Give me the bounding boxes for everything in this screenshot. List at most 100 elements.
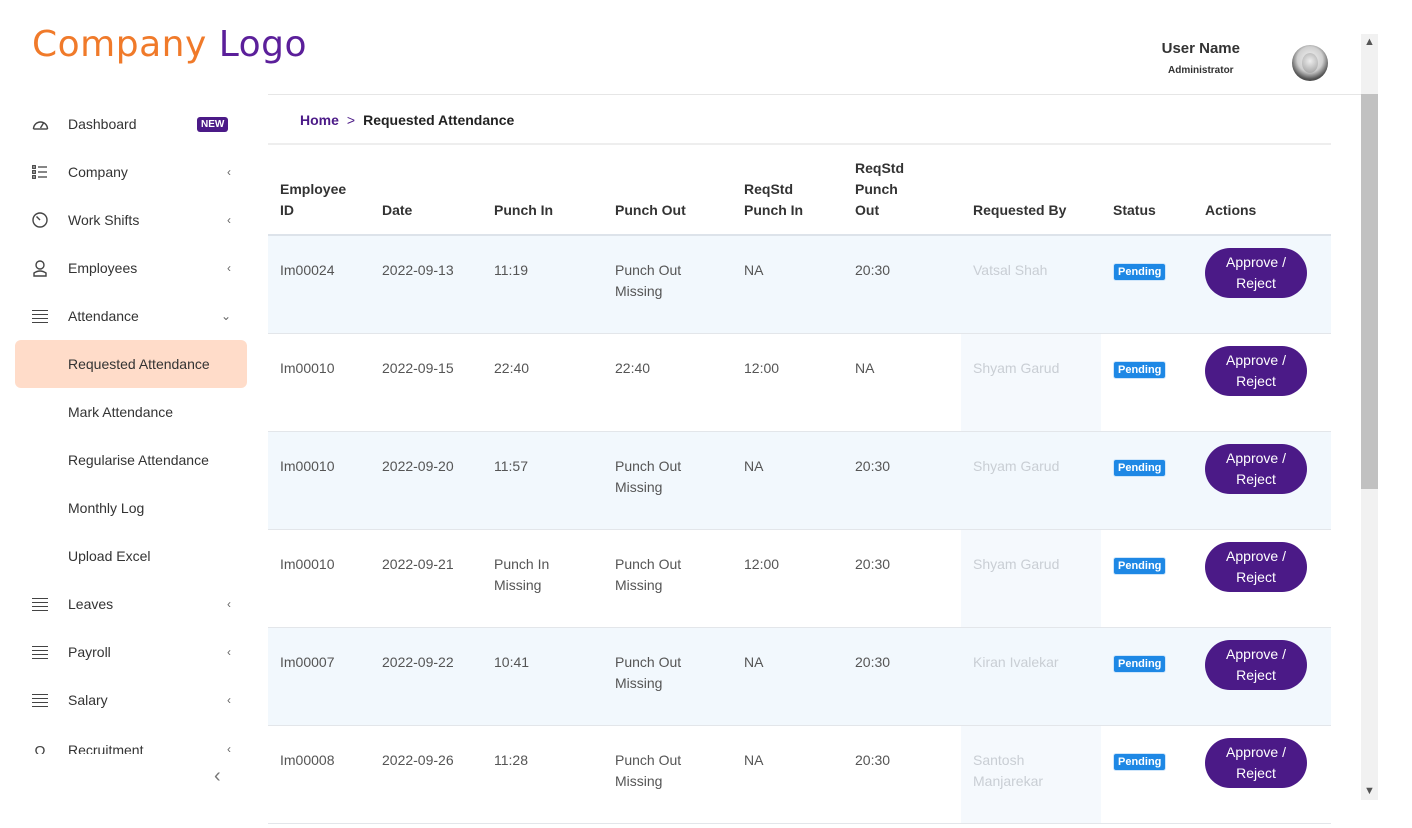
list-icon	[31, 163, 49, 181]
approve-reject-button[interactable]: Approve / Reject	[1205, 248, 1307, 298]
sidebar-item-upload-excel[interactable]: Upload Excel	[15, 532, 247, 580]
page-scrollbar[interactable]: ▲ ▼	[1361, 34, 1378, 800]
cell-actions: Approve / Reject	[1193, 431, 1331, 530]
sidebar-item-dashboard[interactable]: Dashboard NEW	[15, 100, 247, 148]
cell-status: Pending	[1101, 431, 1193, 530]
user-icon	[31, 259, 49, 277]
sidebar-item-mark-attendance[interactable]: Mark Attendance	[15, 388, 247, 436]
column-header-status[interactable]: Status	[1101, 143, 1193, 236]
cell-punch-out: Punch Out Missing	[603, 529, 732, 628]
approve-reject-button[interactable]: Approve / Reject	[1205, 639, 1307, 690]
user-name: User Name	[1161, 40, 1240, 57]
scroll-down-arrow-icon[interactable]: ▼	[1364, 785, 1375, 797]
user-info[interactable]: User Name Administrator	[1162, 40, 1240, 76]
chevron-left-icon: ‹	[227, 693, 231, 707]
cell-employee-id: Im00010	[268, 529, 370, 628]
column-header-reqstd-punch-in[interactable]: ReqStd Punch In	[732, 143, 843, 236]
cell-date: 2022-09-20	[370, 431, 482, 530]
logo-part-logo: Logo	[218, 24, 308, 65]
column-header-date[interactable]: Date	[370, 143, 482, 236]
sidebar-item-monthly-log[interactable]: Monthly Log	[15, 484, 247, 532]
approve-reject-button[interactable]: Approve / Reject	[1205, 541, 1307, 592]
column-header-punch-out[interactable]: Punch Out	[603, 143, 732, 236]
cell-reqstd-punch-in: NA	[732, 627, 843, 726]
cell-actions: Approve / Reject	[1193, 235, 1331, 334]
sidebar-item-label: Regularise Attendance	[68, 452, 209, 468]
cell-employee-id: Im00008	[268, 725, 370, 824]
sidebar-item-recruitment[interactable]: Ω Recruitment ‹	[15, 724, 247, 754]
cell-punch-in: 11:28	[482, 725, 603, 824]
sidebar-item-salary[interactable]: Salary ‹	[15, 676, 247, 724]
cell-requested-by: Shyam Garud	[961, 431, 1101, 530]
chevron-left-icon: ‹	[227, 645, 231, 659]
column-header-actions: Actions	[1193, 143, 1331, 236]
cell-employee-id: Im00010	[268, 333, 370, 432]
cell-status: Pending	[1101, 529, 1193, 628]
cell-actions: Approve / Reject	[1193, 333, 1331, 432]
cell-employee-id: Im00007	[268, 627, 370, 726]
table-row: Im00024 2022-09-13 11:19 Punch Out Missing NA…	[268, 235, 1331, 334]
cell-reqstd-punch-in: NA	[732, 725, 843, 824]
cell-punch-out: Punch Out Missing	[603, 431, 732, 530]
sidebar: Dashboard NEW Company ‹ Work Shifts ‹ Em…	[15, 100, 247, 754]
scrollbar-thumb[interactable]	[1361, 94, 1378, 489]
company-logo[interactable]: Company Logo	[32, 24, 307, 65]
sidebar-item-label: Leaves	[68, 596, 114, 612]
sidebar-item-label: Attendance	[68, 308, 139, 324]
cell-date: 2022-09-21	[370, 529, 482, 628]
column-header-punch-in[interactable]: Punch In	[482, 143, 603, 236]
scroll-up-arrow-icon[interactable]: ▲	[1364, 36, 1375, 48]
column-header-reqstd-punch-out[interactable]: ReqStd Punch Out	[843, 143, 961, 236]
breadcrumb-current: Requested Attendance	[363, 112, 515, 128]
sidebar-item-regularise-attendance[interactable]: Regularise Attendance	[15, 436, 247, 484]
sidebar-item-payroll[interactable]: Payroll ‹	[15, 628, 247, 676]
user-role: Administrator	[1168, 65, 1234, 76]
menu-icon	[31, 691, 49, 709]
approve-reject-button[interactable]: Approve / Reject	[1205, 345, 1307, 396]
chevron-left-icon: ‹	[227, 597, 231, 611]
cell-reqstd-punch-out: 20:30	[843, 529, 961, 628]
cell-reqstd-punch-out: NA	[843, 333, 961, 432]
sidebar-item-label: Company	[68, 164, 128, 180]
breadcrumb-separator: >	[346, 112, 356, 128]
chevron-left-icon: ‹	[227, 213, 231, 227]
logo-part-company: Company	[32, 24, 207, 65]
omega-icon: Ω	[34, 742, 46, 755]
sidebar-item-work-shifts[interactable]: Work Shifts ‹	[15, 196, 247, 244]
sidebar-item-label: Recruitment	[68, 742, 144, 754]
cell-punch-out: Punch Out Missing	[603, 235, 732, 334]
sidebar-item-requested-attendance[interactable]: Requested Attendance	[15, 340, 247, 388]
approve-reject-button[interactable]: Approve / Reject	[1205, 443, 1307, 494]
cell-punch-in: 22:40	[482, 333, 603, 432]
cell-punch-in: Punch In Missing	[482, 529, 603, 628]
sidebar-item-employees[interactable]: Employees ‹	[15, 244, 247, 292]
sidebar-item-company[interactable]: Company ‹	[15, 148, 247, 196]
approve-reject-button[interactable]: Approve / Reject	[1205, 737, 1307, 788]
status-badge: Pending	[1113, 654, 1167, 673]
sidebar-item-attendance[interactable]: Attendance ⌄	[15, 292, 247, 340]
cell-employee-id: Im00024	[268, 235, 370, 334]
cell-actions: Approve / Reject	[1193, 529, 1331, 628]
cell-requested-by: Shyam Garud	[961, 529, 1101, 628]
cell-punch-in: 10:41	[482, 627, 603, 726]
sidebar-item-leaves[interactable]: Leaves ‹	[15, 580, 247, 628]
collapse-sidebar-button[interactable]: ‹	[214, 765, 221, 787]
table-row: Im00007 2022-09-22 10:41 Punch Out Missing NA…	[268, 627, 1331, 726]
main-content: Home > Requested Attendance Employee ID Dat…	[268, 94, 1361, 828]
status-badge: Pending	[1113, 458, 1167, 477]
chevron-left-icon: ‹	[227, 165, 231, 179]
sidebar-item-label: Monthly Log	[68, 500, 145, 516]
column-header-requested-by[interactable]: Requested By	[961, 143, 1101, 236]
cell-punch-out: 22:40	[603, 333, 732, 432]
avatar[interactable]	[1292, 45, 1328, 81]
cell-status: Pending	[1101, 235, 1193, 334]
status-badge: Pending	[1113, 360, 1167, 379]
cell-reqstd-punch-out: 20:30	[843, 725, 961, 824]
breadcrumb-home-link[interactable]: Home	[300, 112, 339, 128]
column-header-employee-id[interactable]: Employee ID	[268, 143, 370, 236]
cell-date: 2022-09-22	[370, 627, 482, 726]
menu-icon	[31, 595, 49, 613]
cell-employee-id: Im00010	[268, 431, 370, 530]
cell-punch-out: Punch Out Missing	[603, 627, 732, 726]
status-badge: Pending	[1113, 263, 1167, 281]
